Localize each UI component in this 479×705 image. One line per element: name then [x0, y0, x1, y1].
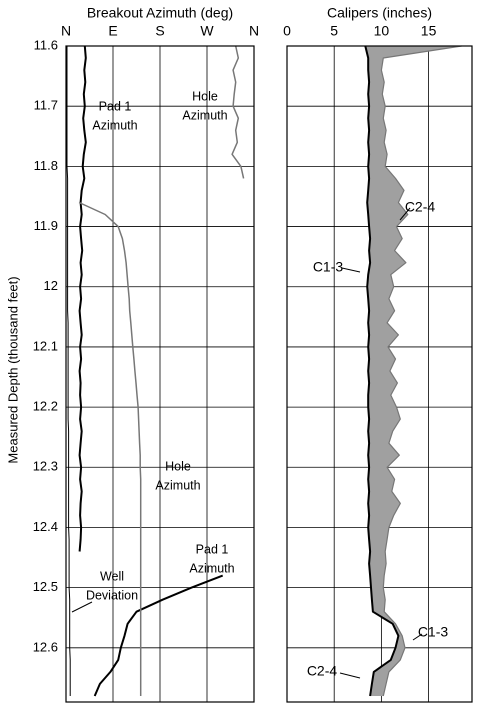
y-tick-label: 12.2 — [33, 399, 58, 414]
y-tick-label: 12.4 — [33, 519, 58, 534]
annotation: Azimuth — [189, 561, 234, 575]
azimuth-line — [78, 45, 224, 697]
annotation: C2-4 — [307, 663, 338, 679]
x-tick-label: S — [155, 23, 164, 39]
annotation: Azimuth — [92, 118, 137, 132]
x-tick-label: N — [61, 23, 71, 39]
annotation: Pad 1 — [196, 542, 229, 556]
annotation: C2-4 — [405, 199, 436, 215]
leader-line — [412, 633, 423, 641]
y-axis-label: Measured Depth (thousand feet) — [5, 276, 20, 463]
caliper-line — [364, 45, 400, 697]
annotation: Azimuth — [182, 108, 227, 122]
annotation: Hole — [192, 89, 218, 103]
x-tick-label: 15 — [421, 23, 437, 39]
leader-line — [339, 672, 361, 679]
panel-title: Calipers (inches) — [327, 5, 432, 21]
x-tick-label: 10 — [374, 23, 390, 39]
x-tick-label: E — [108, 23, 117, 39]
annotation: Pad 1 — [99, 99, 132, 113]
annotation: Hole — [165, 459, 191, 473]
y-tick-label: 11.9 — [34, 218, 58, 233]
y-tick-label: 11.7 — [34, 98, 58, 113]
panel-title: Breakout Azimuth (deg) — [87, 5, 233, 21]
panel-frame — [65, 45, 255, 703]
y-tick-label: 11.6 — [34, 37, 58, 52]
annotation: C1-3 — [313, 259, 344, 275]
azimuth-line — [78, 45, 245, 696]
y-tick-label: 12.5 — [33, 579, 58, 594]
x-tick-label: 0 — [283, 23, 291, 39]
y-tick-label: 12 — [44, 278, 58, 293]
annotation: Well — [100, 569, 124, 583]
annotation: C1-3 — [418, 624, 449, 640]
x-tick-label: W — [200, 23, 214, 39]
leader-line — [341, 267, 361, 273]
y-tick-label: 12.6 — [33, 639, 58, 654]
leader-line — [399, 207, 411, 221]
annotation: Azimuth — [155, 478, 200, 492]
y-tick-label: 12.3 — [33, 459, 58, 474]
y-tick-label: 11.8 — [34, 158, 58, 173]
azimuth-line — [66, 46, 71, 696]
x-tick-label: 5 — [330, 23, 338, 39]
panel-frame — [286, 45, 473, 703]
y-tick-label: 12.1 — [33, 338, 58, 353]
caliper-line — [380, 45, 462, 697]
leader-line — [71, 601, 93, 613]
annotation: Deviation — [86, 588, 138, 602]
x-tick-label: N — [249, 23, 259, 39]
caliper-fill — [365, 46, 462, 696]
